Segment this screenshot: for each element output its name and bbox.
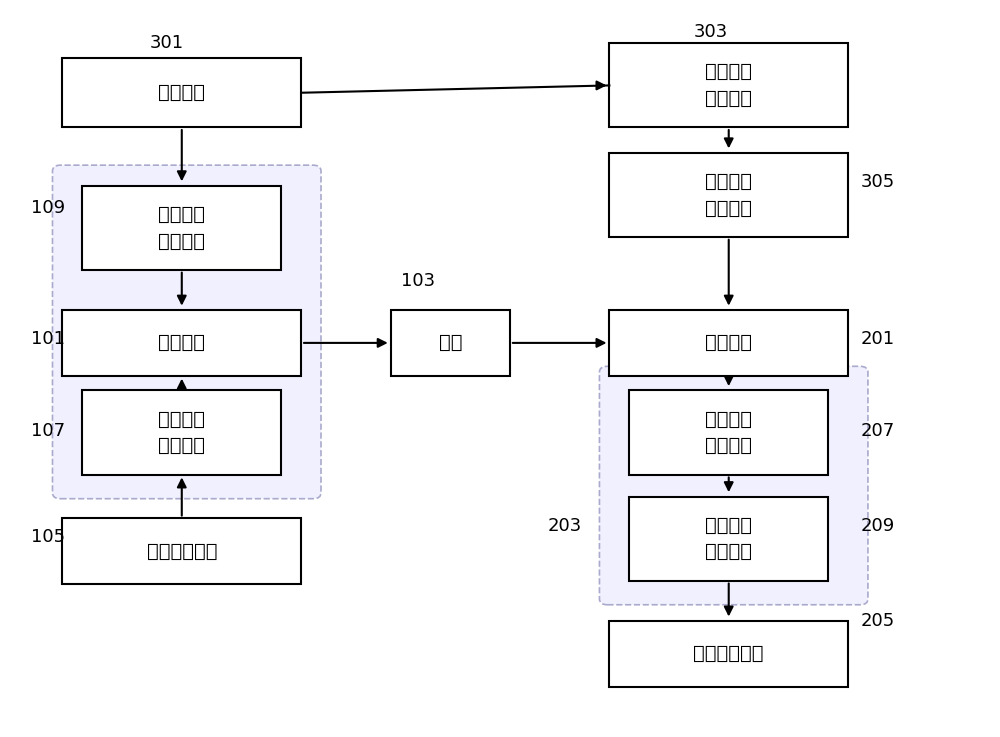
Text: 107: 107 xyxy=(31,422,65,440)
Text: 接收中频
开关模块: 接收中频 开关模块 xyxy=(705,410,752,455)
Bar xyxy=(62,310,301,376)
Bar xyxy=(629,391,828,475)
Bar xyxy=(82,391,281,475)
Text: 103: 103 xyxy=(401,272,435,290)
Bar xyxy=(82,186,281,270)
Text: 105: 105 xyxy=(31,528,65,545)
Text: 接收本振
开关模块: 接收本振 开关模块 xyxy=(705,172,752,217)
Bar xyxy=(62,57,301,127)
Text: 接收本振
功分模块: 接收本振 功分模块 xyxy=(705,63,752,108)
Text: 本振模块: 本振模块 xyxy=(158,83,205,102)
Text: 接收中频
功分模块: 接收中频 功分模块 xyxy=(705,516,752,562)
Text: 301: 301 xyxy=(150,34,184,52)
Bar xyxy=(391,310,510,376)
Text: 接收中频模块: 接收中频模块 xyxy=(693,644,764,663)
Text: 303: 303 xyxy=(694,23,728,41)
Bar xyxy=(629,497,828,581)
Bar xyxy=(609,621,848,687)
Text: 发射模块: 发射模块 xyxy=(158,333,205,352)
Text: 201: 201 xyxy=(861,330,895,349)
FancyBboxPatch shape xyxy=(599,366,868,605)
Text: 305: 305 xyxy=(861,173,895,191)
Text: 101: 101 xyxy=(31,330,65,349)
Bar xyxy=(62,518,301,584)
Text: 203: 203 xyxy=(548,517,582,535)
Text: 发射中频
开关模块: 发射中频 开关模块 xyxy=(158,410,205,455)
Text: 207: 207 xyxy=(861,422,895,440)
Text: 发射本振
开关模块: 发射本振 开关模块 xyxy=(158,205,205,251)
Text: 109: 109 xyxy=(31,198,65,217)
Text: 接收模块: 接收模块 xyxy=(705,333,752,352)
Bar xyxy=(609,153,848,237)
Bar xyxy=(609,310,848,376)
Text: 发射中频模块: 发射中频模块 xyxy=(147,542,217,561)
FancyBboxPatch shape xyxy=(53,165,321,499)
Text: 天线: 天线 xyxy=(439,333,462,352)
Bar xyxy=(609,43,848,127)
Text: 209: 209 xyxy=(861,517,895,535)
Text: 205: 205 xyxy=(861,612,895,630)
